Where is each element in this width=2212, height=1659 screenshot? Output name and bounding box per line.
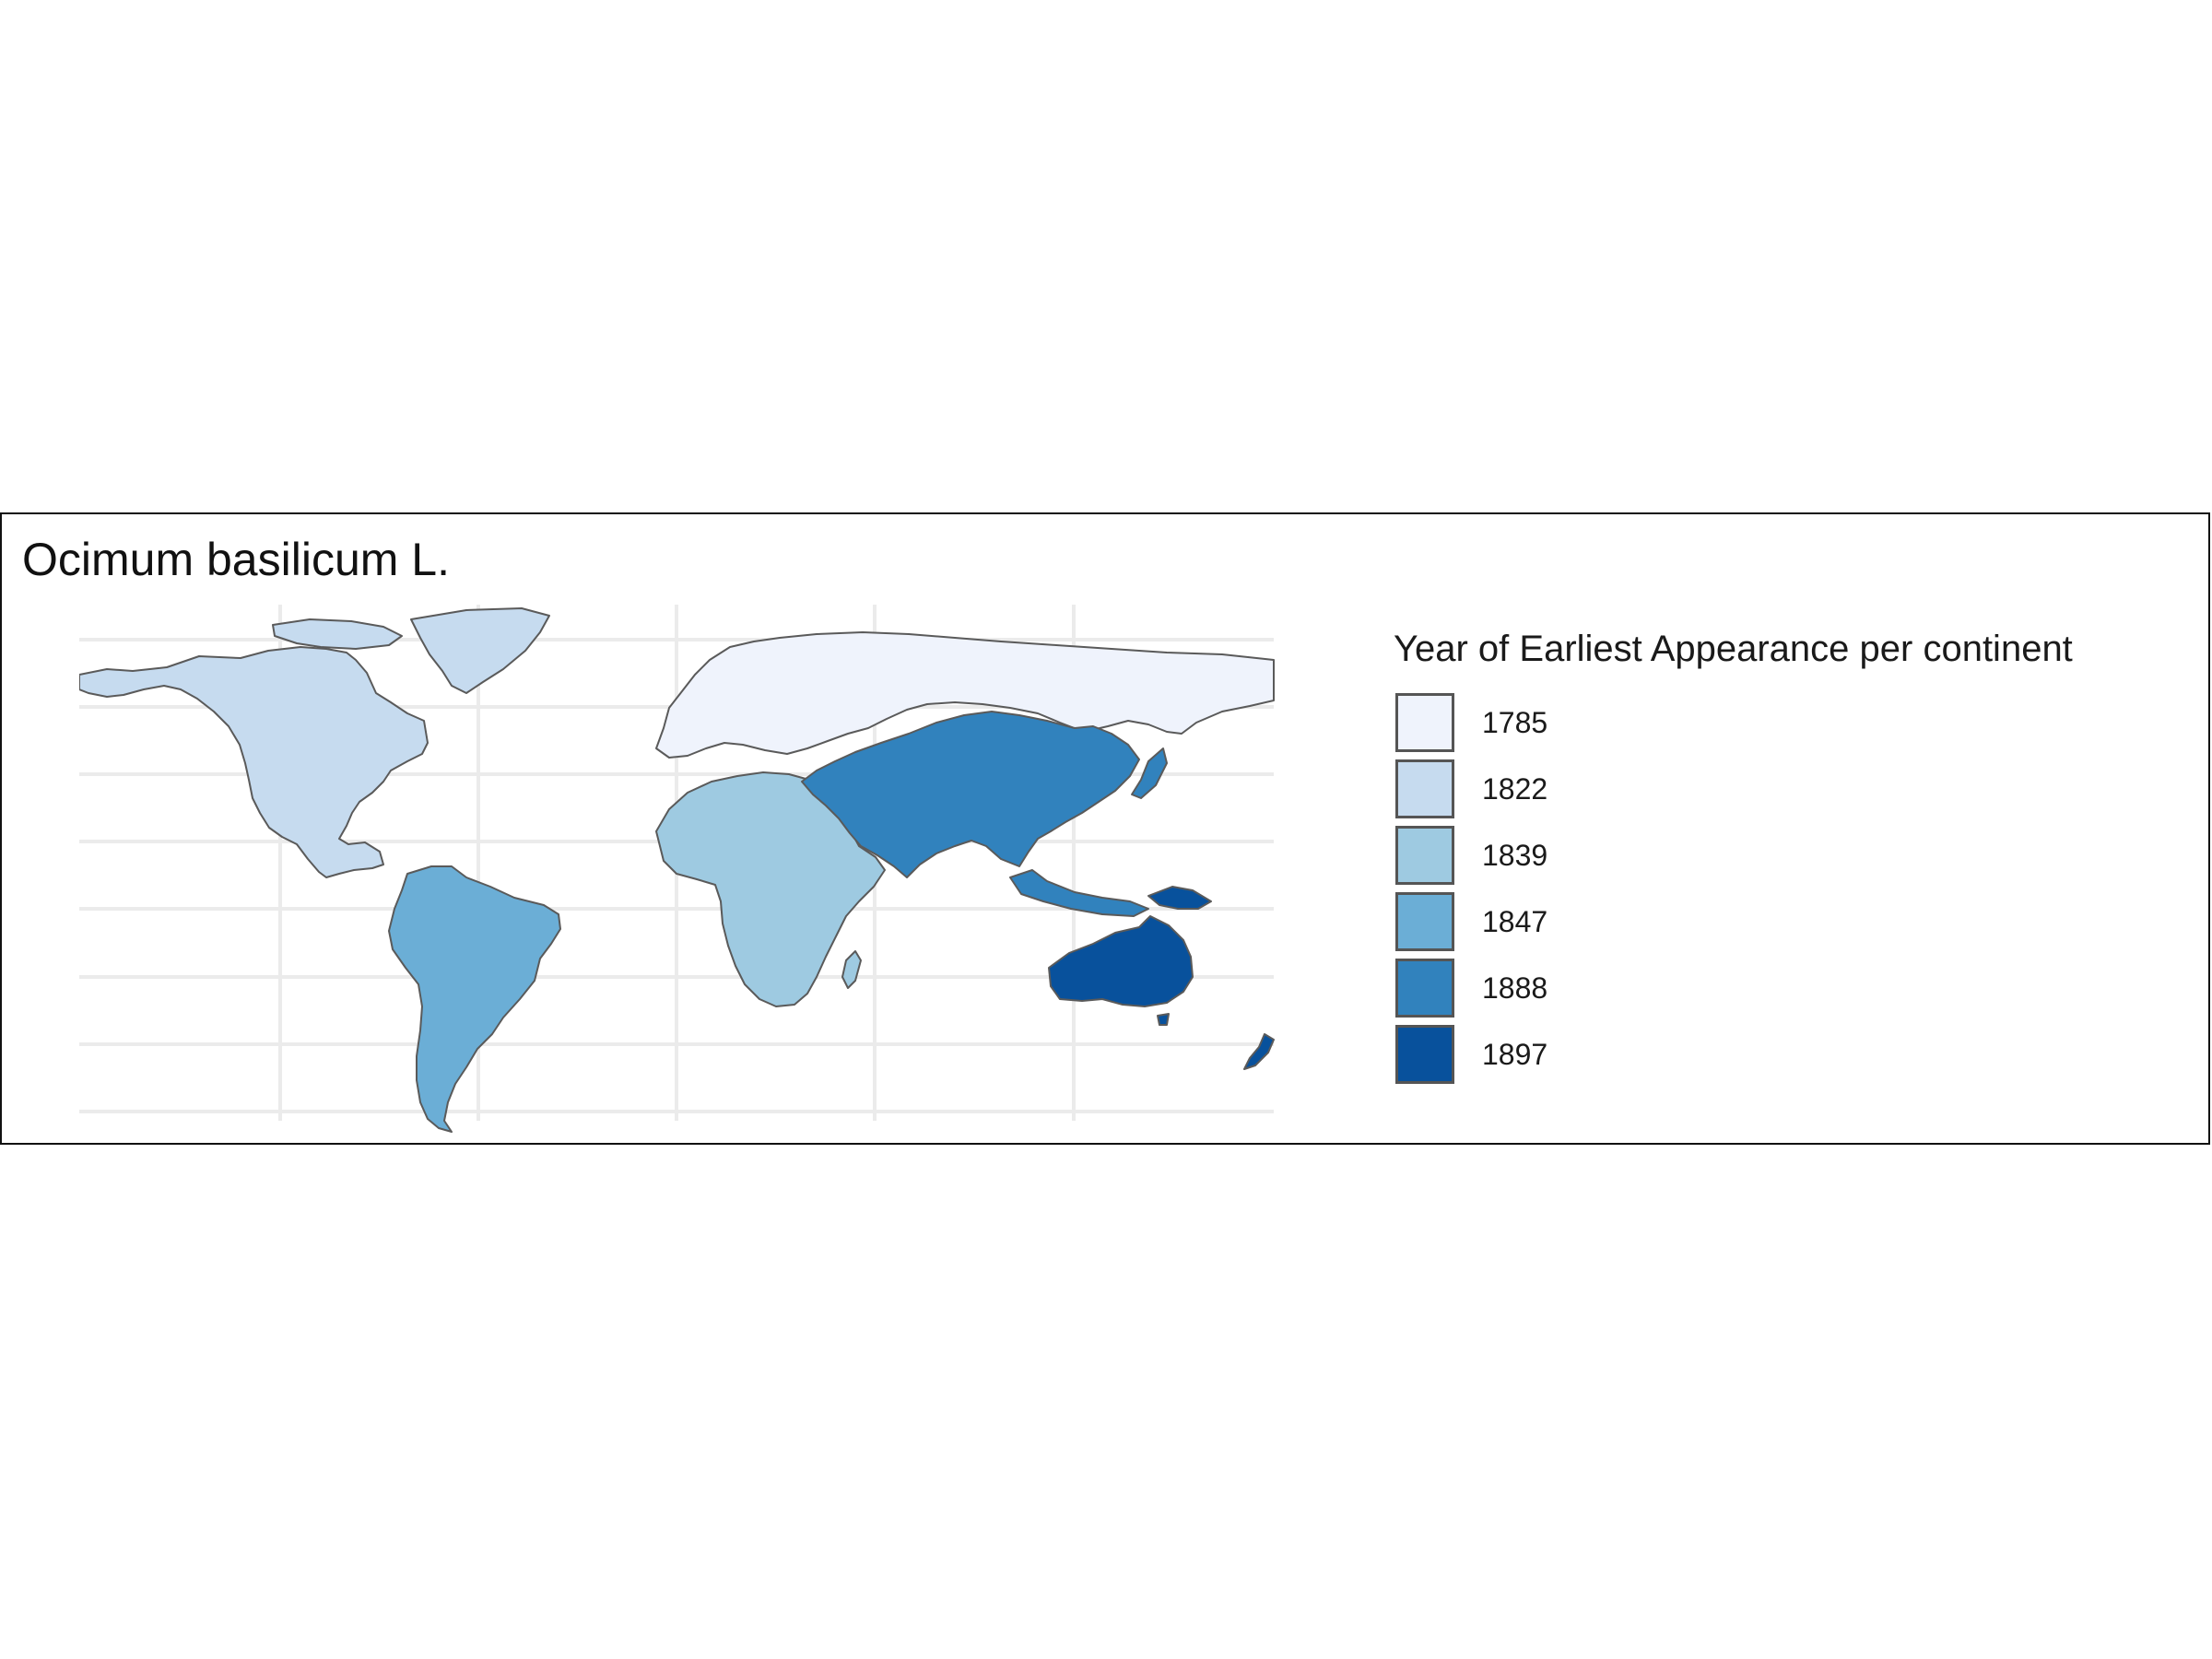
legend-item: 1847 [1394, 892, 1670, 957]
region-north-america-islands[interactable] [272, 618, 403, 650]
legend-label: 1897 [1482, 1038, 1548, 1071]
region-oceania-new-zealand[interactable] [1243, 1033, 1275, 1070]
region-oceania-tasmania[interactable] [1157, 1013, 1170, 1026]
legend-item: 1839 [1394, 826, 1670, 890]
world-map [79, 605, 1275, 1133]
map-title: Ocimum basilicum L. [22, 534, 450, 585]
legend-swatch [1395, 892, 1454, 951]
region-africa-madagascar[interactable] [841, 950, 862, 989]
region-north-america[interactable] [79, 646, 429, 878]
legend-item: 1822 [1394, 759, 1670, 824]
legend-title: Year of Earliest Appearance per continen… [1394, 629, 2073, 669]
legend-swatch [1395, 759, 1454, 818]
region-north-america-greenland[interactable] [410, 607, 550, 694]
legend-label: 1822 [1482, 772, 1548, 806]
legend-item: 1897 [1394, 1025, 1670, 1089]
legend-swatch [1395, 1025, 1454, 1084]
region-asia-japan[interactable] [1131, 747, 1168, 799]
region-oceania-australia[interactable] [1048, 915, 1194, 1007]
legend-swatch [1395, 959, 1454, 1018]
legend-swatch [1395, 826, 1454, 885]
region-africa[interactable] [655, 771, 886, 1007]
legend-label: 1785 [1482, 706, 1548, 739]
legend-item: 1888 [1394, 959, 1670, 1023]
legend-label: 1888 [1482, 971, 1548, 1005]
continents [79, 607, 1275, 1133]
region-south-america[interactable] [388, 865, 561, 1133]
map-panel: Ocimum basilicum L. [0, 512, 2210, 1145]
map-legend: Year of Earliest Appearance per continen… [1394, 629, 2073, 1084]
legend-swatch [1395, 693, 1454, 752]
region-oceania-new-guinea[interactable] [1147, 886, 1212, 910]
region-asia-indonesia[interactable] [1009, 869, 1149, 917]
legend-item: 1785 [1394, 693, 1670, 758]
region-asia[interactable] [801, 711, 1140, 878]
region-europe[interactable] [655, 631, 1275, 759]
legend-label: 1847 [1482, 905, 1548, 938]
legend-label: 1839 [1482, 839, 1548, 872]
